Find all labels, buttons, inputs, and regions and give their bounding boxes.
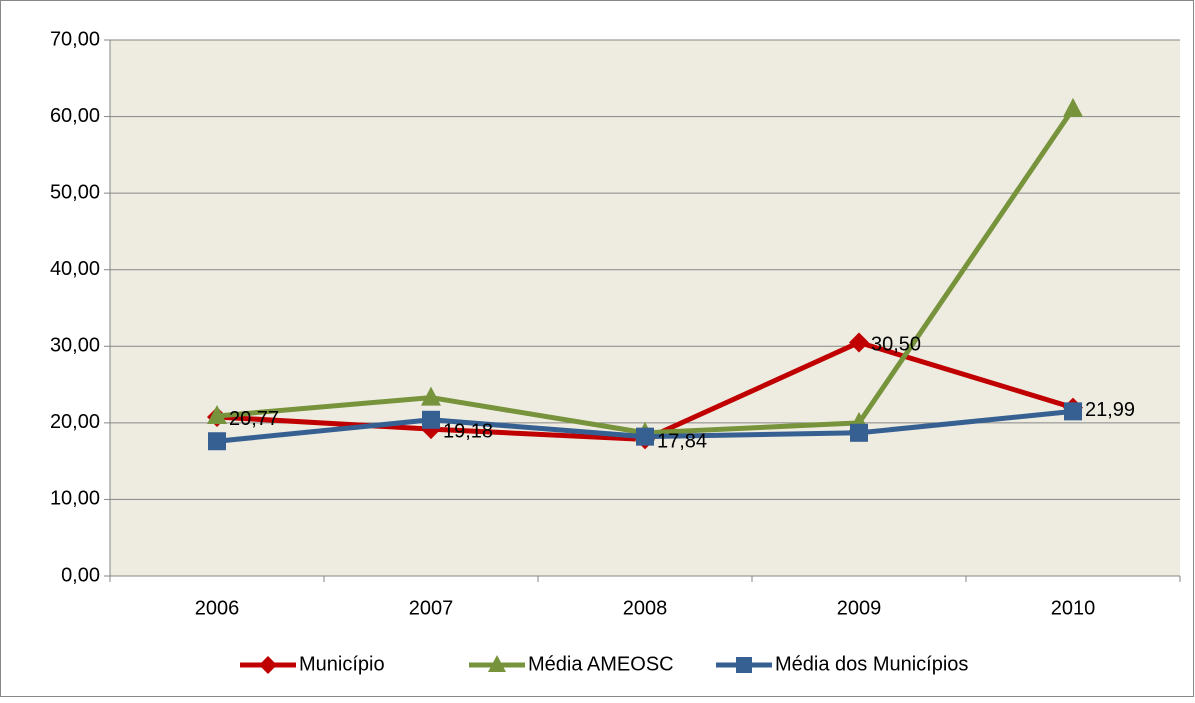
y-tick-label: 40,00 bbox=[50, 258, 100, 280]
legend-label: Município bbox=[299, 653, 385, 675]
point-marker bbox=[1064, 402, 1082, 421]
point-marker bbox=[207, 404, 227, 424]
legend-marker bbox=[259, 656, 277, 674]
y-tick-label: 20,00 bbox=[50, 411, 100, 433]
x-tick-label: 2010 bbox=[1051, 597, 1096, 619]
data-label: 17,84 bbox=[657, 431, 707, 453]
legend-marker bbox=[736, 657, 752, 673]
legend-label: Média AMEOSC bbox=[528, 653, 674, 675]
legend-marker bbox=[488, 655, 506, 672]
data-label: 21,99 bbox=[1085, 399, 1135, 421]
y-tick-label: 10,00 bbox=[50, 488, 100, 510]
y-tick-label: 60,00 bbox=[50, 105, 100, 127]
plot-area bbox=[110, 40, 1180, 576]
point-marker bbox=[1063, 97, 1083, 117]
y-tick-label: 70,00 bbox=[50, 28, 100, 50]
data-label: 19,18 bbox=[443, 420, 493, 442]
x-tick-label: 2006 bbox=[195, 597, 240, 619]
point-marker bbox=[849, 332, 869, 353]
legend-label: Média dos Municípios bbox=[775, 653, 968, 675]
x-tick-label: 2009 bbox=[837, 597, 882, 619]
point-marker bbox=[636, 427, 654, 446]
x-tick-label: 2007 bbox=[409, 597, 454, 619]
y-tick-label: 50,00 bbox=[50, 181, 100, 203]
point-marker bbox=[422, 410, 440, 429]
data-label: 30,50 bbox=[871, 334, 921, 356]
point-marker bbox=[850, 423, 868, 442]
point-marker bbox=[208, 432, 226, 451]
x-tick-label: 2008 bbox=[623, 597, 668, 619]
point-marker bbox=[421, 386, 441, 406]
data-label: 20,77 bbox=[229, 408, 279, 430]
y-tick-label: 30,00 bbox=[50, 335, 100, 357]
y-tick-label: 0,00 bbox=[61, 564, 100, 586]
